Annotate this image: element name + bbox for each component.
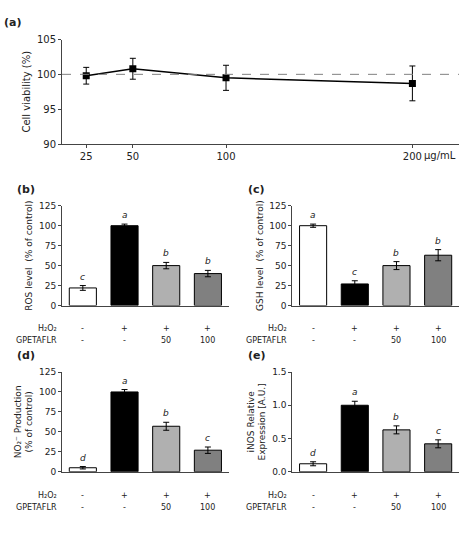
- svg-text:1.5: 1.5: [272, 367, 286, 377]
- svg-text:b: b: [205, 256, 211, 266]
- svg-text:GPETAFLR: GPETAFLR: [16, 503, 57, 512]
- svg-text:b: b: [163, 248, 169, 258]
- svg-text:d: d: [80, 453, 86, 463]
- svg-text:c: c: [352, 267, 357, 277]
- svg-text:GPETAFLR: GPETAFLR: [246, 503, 287, 512]
- svg-text:H₂O₂: H₂O₂: [268, 324, 287, 333]
- svg-text:c: c: [436, 426, 441, 436]
- svg-text:200: 200: [403, 151, 422, 162]
- svg-text:75: 75: [45, 241, 56, 251]
- svg-text:H₂O₂: H₂O₂: [38, 491, 57, 500]
- svg-text:100: 100: [431, 336, 446, 345]
- svg-text:0.0: 0.0: [272, 467, 287, 477]
- svg-text:50: 50: [45, 261, 57, 271]
- svg-text:100: 100: [200, 336, 215, 345]
- svg-text:-: -: [123, 503, 126, 512]
- svg-text:0.5: 0.5: [272, 434, 286, 444]
- svg-text:+: +: [393, 491, 400, 500]
- svg-text:+: +: [121, 491, 128, 500]
- svg-text:(b): (b): [17, 183, 35, 196]
- svg-text:GPETAFLR: GPETAFLR: [246, 336, 287, 345]
- svg-text:b: b: [393, 248, 399, 258]
- svg-text:100: 100: [39, 387, 56, 397]
- svg-text:100: 100: [200, 503, 215, 512]
- svg-text:75: 75: [275, 241, 286, 251]
- svg-text:(a): (a): [4, 16, 21, 29]
- svg-text:50: 50: [275, 261, 287, 271]
- svg-text:25: 25: [80, 151, 93, 162]
- svg-text:25: 25: [45, 447, 56, 457]
- svg-text:50: 50: [391, 336, 401, 345]
- svg-text:(c): (c): [248, 183, 265, 196]
- svg-text:c: c: [205, 433, 210, 443]
- svg-text:125: 125: [269, 201, 286, 211]
- svg-text:125: 125: [39, 367, 56, 377]
- svg-text:-: -: [312, 491, 315, 500]
- svg-text:c: c: [80, 272, 85, 282]
- svg-text:GPETAFLR: GPETAFLR: [16, 336, 57, 345]
- svg-text:75: 75: [45, 407, 56, 417]
- svg-text:b: b: [393, 412, 399, 422]
- svg-text:50: 50: [161, 336, 171, 345]
- svg-text:50: 50: [391, 503, 401, 512]
- svg-text:+: +: [351, 491, 358, 500]
- svg-text:-: -: [312, 336, 315, 345]
- svg-text:H₂O₂: H₂O₂: [268, 491, 287, 500]
- svg-text:-: -: [81, 336, 84, 345]
- svg-text:0: 0: [50, 467, 56, 477]
- svg-text:+: +: [393, 324, 400, 333]
- svg-text:25: 25: [275, 281, 286, 291]
- svg-text:μg/mL: μg/mL: [424, 150, 456, 161]
- svg-text:+: +: [435, 324, 442, 333]
- svg-text:a: a: [122, 376, 128, 386]
- svg-text:b: b: [163, 408, 169, 418]
- svg-text:100: 100: [39, 221, 56, 231]
- svg-text:100: 100: [269, 221, 286, 231]
- svg-text:100: 100: [431, 503, 446, 512]
- svg-text:Cell viability (%): Cell viability (%): [21, 51, 32, 133]
- svg-text:a: a: [122, 210, 128, 220]
- svg-text:ROS level (% of control): ROS level (% of control): [24, 201, 34, 311]
- svg-text:125: 125: [39, 201, 56, 211]
- svg-text:105: 105: [37, 34, 56, 45]
- svg-text:+: +: [121, 324, 128, 333]
- svg-text:-: -: [312, 503, 315, 512]
- svg-text:50: 50: [45, 427, 57, 437]
- svg-text:1.0: 1.0: [272, 400, 287, 410]
- svg-text:(e): (e): [248, 349, 266, 362]
- svg-text:a: a: [352, 387, 358, 397]
- svg-text:50: 50: [126, 151, 139, 162]
- svg-text:GSH level (% of control): GSH level (% of control): [255, 200, 265, 311]
- svg-text:-: -: [81, 324, 84, 333]
- svg-text:NO₂⁻ Production(% of control): NO₂⁻ Production(% of control): [13, 385, 35, 458]
- svg-text:+: +: [204, 491, 211, 500]
- svg-text:iNOS RelativeExpression [A.U.]: iNOS RelativeExpression [A.U.]: [246, 383, 268, 460]
- svg-text:-: -: [81, 503, 84, 512]
- svg-text:100: 100: [216, 151, 235, 162]
- svg-text:0: 0: [50, 301, 56, 311]
- svg-text:100: 100: [37, 69, 56, 80]
- svg-text:-: -: [353, 336, 356, 345]
- svg-text:H₂O₂: H₂O₂: [38, 324, 57, 333]
- svg-text:+: +: [204, 324, 211, 333]
- svg-text:a: a: [310, 210, 316, 220]
- svg-text:+: +: [163, 491, 170, 500]
- svg-text:b: b: [435, 236, 441, 246]
- svg-text:+: +: [351, 324, 358, 333]
- svg-text:90: 90: [43, 139, 56, 150]
- svg-text:-: -: [81, 491, 84, 500]
- svg-text:-: -: [353, 503, 356, 512]
- svg-text:95: 95: [43, 104, 56, 115]
- svg-text:0: 0: [281, 301, 287, 311]
- svg-text:+: +: [435, 491, 442, 500]
- svg-text:-: -: [123, 336, 126, 345]
- svg-text:(d): (d): [17, 349, 35, 362]
- svg-text:25: 25: [45, 281, 56, 291]
- svg-text:-: -: [312, 324, 315, 333]
- svg-text:+: +: [163, 324, 170, 333]
- svg-text:d: d: [310, 448, 316, 458]
- svg-text:50: 50: [161, 503, 171, 512]
